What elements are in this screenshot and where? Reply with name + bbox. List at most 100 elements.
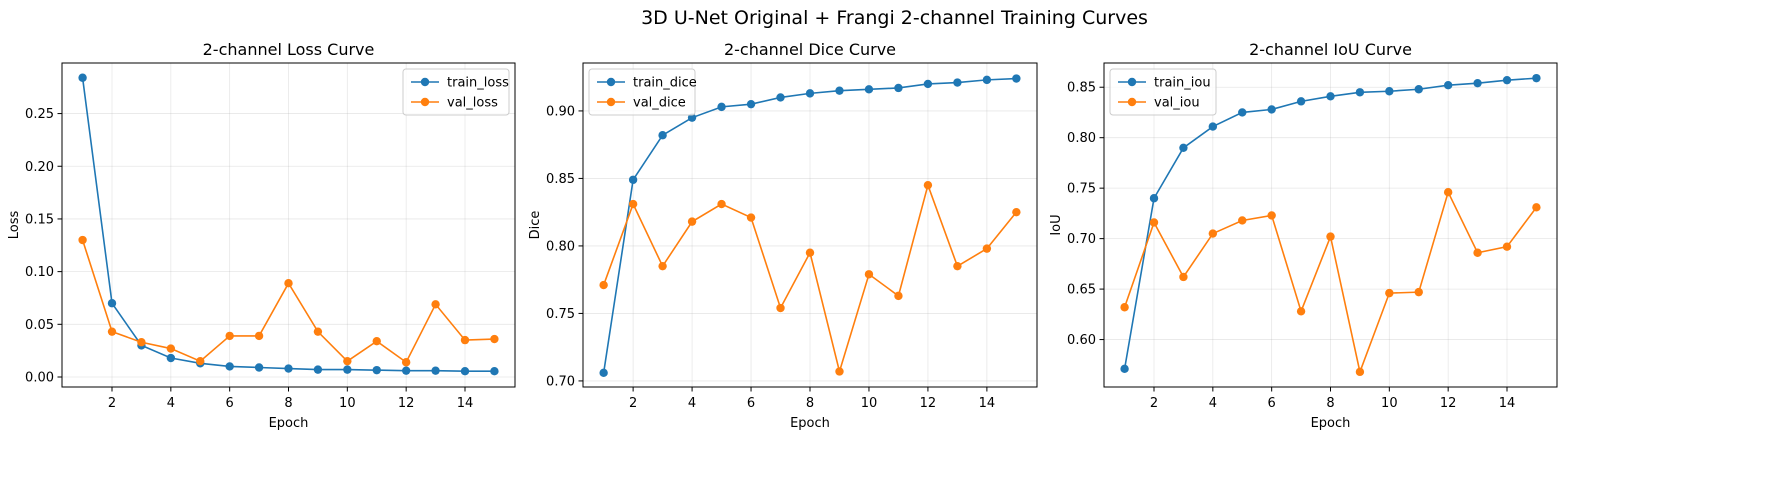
data-point-val_dice [1012,207,1021,217]
data-point-val_iou [1326,232,1335,241]
data-point-val_iou [1502,242,1512,251]
data-point-val_iou [1120,303,1129,312]
data-point-train_loss [78,73,87,82]
data-point-train_iou [1532,73,1541,83]
data-point-train_iou [1355,88,1365,97]
data-point-train_iou [1473,78,1482,88]
data-point-val_loss [225,331,234,341]
panel-title: 2-channel IoU Curve [1249,40,1412,59]
x-axis-label: Epoch [790,416,830,431]
data-point-train_loss [372,365,381,375]
x-tick-label: 6 [747,396,755,411]
data-point-val_iou [1473,248,1482,257]
y-tick-label: 0.20 [25,160,54,175]
data-point-val_loss [137,338,146,347]
legend-marker-train_iou [1127,77,1137,87]
data-point-val_loss [313,327,323,336]
panel-title: 2-channel Loss Curve [203,40,375,59]
x-tick-label: 10 [1381,396,1398,411]
x-tick-label: 2 [629,396,637,411]
data-point-val_iou [1385,288,1394,298]
data-point-val_dice [628,199,638,209]
figure-title: 3D U-Net Original + Frangi 2-channel Tra… [641,7,1148,29]
x-tick-label: 8 [284,396,292,411]
legend-marker-train_dice [606,77,616,87]
data-point-train_loss [225,362,234,371]
y-axis-label: IoU [1049,214,1064,235]
panel-loss: 2 4 6 8 10 12 14 0.00 0.05 0.10 0.15 0.20 0.25 2-chan… [7,40,516,431]
y-axis-label: Dice [528,211,543,240]
data-point-val_iou [1267,211,1276,220]
y-tick-label: 0.25 [25,107,54,122]
data-point-val_loss [107,327,117,336]
data-point-train_dice [923,79,933,89]
data-point-val_loss [460,335,470,345]
data-point-train_loss [490,366,499,376]
y-tick-label: 0.70 [1067,232,1096,247]
y-tick-label: 0.60 [1067,333,1096,348]
x-tick-label: 6 [1268,396,1276,411]
x-tick-label: 10 [339,396,356,411]
data-point-train_dice [717,102,726,112]
data-point-train_iou [1443,81,1453,90]
legend-label: val_dice [633,96,686,111]
data-point-train_dice [894,83,903,93]
x-axis-label: Epoch [1311,416,1351,431]
data-point-train_iou [1208,122,1218,131]
legend-box [402,68,510,116]
legend: train_dice val_dice [588,68,697,116]
legend-label: val_iou [1154,96,1200,111]
data-point-train_dice [746,99,756,109]
data-point-train_dice [776,93,785,102]
data-point-val_iou [1179,272,1188,282]
data-point-val_loss [490,334,499,344]
data-point-val_iou [1149,218,1159,227]
data-point-train_iou [1414,85,1423,94]
data-point-val_dice [746,213,756,222]
legend-box [588,68,696,116]
data-point-val_loss [431,300,440,309]
x-tick-label: 12 [398,396,415,411]
data-point-train_loss [460,366,470,376]
y-tick-label: 0.80 [546,239,575,254]
data-point-val_iou [1296,307,1306,316]
y-tick-label: 0.75 [546,307,575,322]
legend: train_iou val_iou [1109,68,1217,116]
data-point-val_dice [717,199,726,209]
legend: train_loss val_loss [402,68,510,116]
y-tick-label: 0.70 [546,374,575,389]
x-tick-label: 2 [1150,396,1158,411]
data-point-train_loss [401,366,411,375]
data-point-train_dice [1012,74,1021,83]
legend-marker-val_iou [1127,97,1137,107]
y-tick-label: 0.10 [25,265,54,280]
data-point-val_dice [805,248,815,257]
x-tick-label: 12 [920,396,937,411]
data-point-val_loss [343,356,352,366]
legend-label: train_iou [1154,76,1211,91]
data-point-val_loss [78,235,87,245]
data-point-train_dice [805,89,815,98]
data-point-train_iou [1267,105,1276,114]
y-tick-label: 0.05 [25,318,54,333]
y-tick-label: 0.65 [1067,283,1096,298]
legend-marker-val_dice [606,97,616,107]
data-point-train_loss [343,365,352,374]
x-tick-label: 14 [1499,396,1516,411]
data-point-val_loss [372,336,381,346]
data-point-train_loss [107,299,117,308]
x-tick-label: 10 [861,396,878,411]
y-tick-label: 0.85 [1067,81,1096,96]
data-point-train_loss [166,353,176,363]
data-point-val_loss [284,279,293,288]
data-point-train_iou [1385,87,1394,96]
data-point-val_dice [953,261,962,271]
data-point-val_iou [1532,203,1541,212]
y-tick-label: 0.00 [25,370,54,385]
data-point-train_loss [313,365,323,374]
data-point-train_dice [835,86,844,95]
panel-iou: 2 4 6 8 10 12 14 0.60 0.65 0.70 0.75 0.80 0.85 2-chan… [1049,40,1558,431]
legend-marker-val_loss [420,97,430,107]
data-point-val_iou [1208,229,1218,238]
data-point-train_dice [687,113,697,122]
